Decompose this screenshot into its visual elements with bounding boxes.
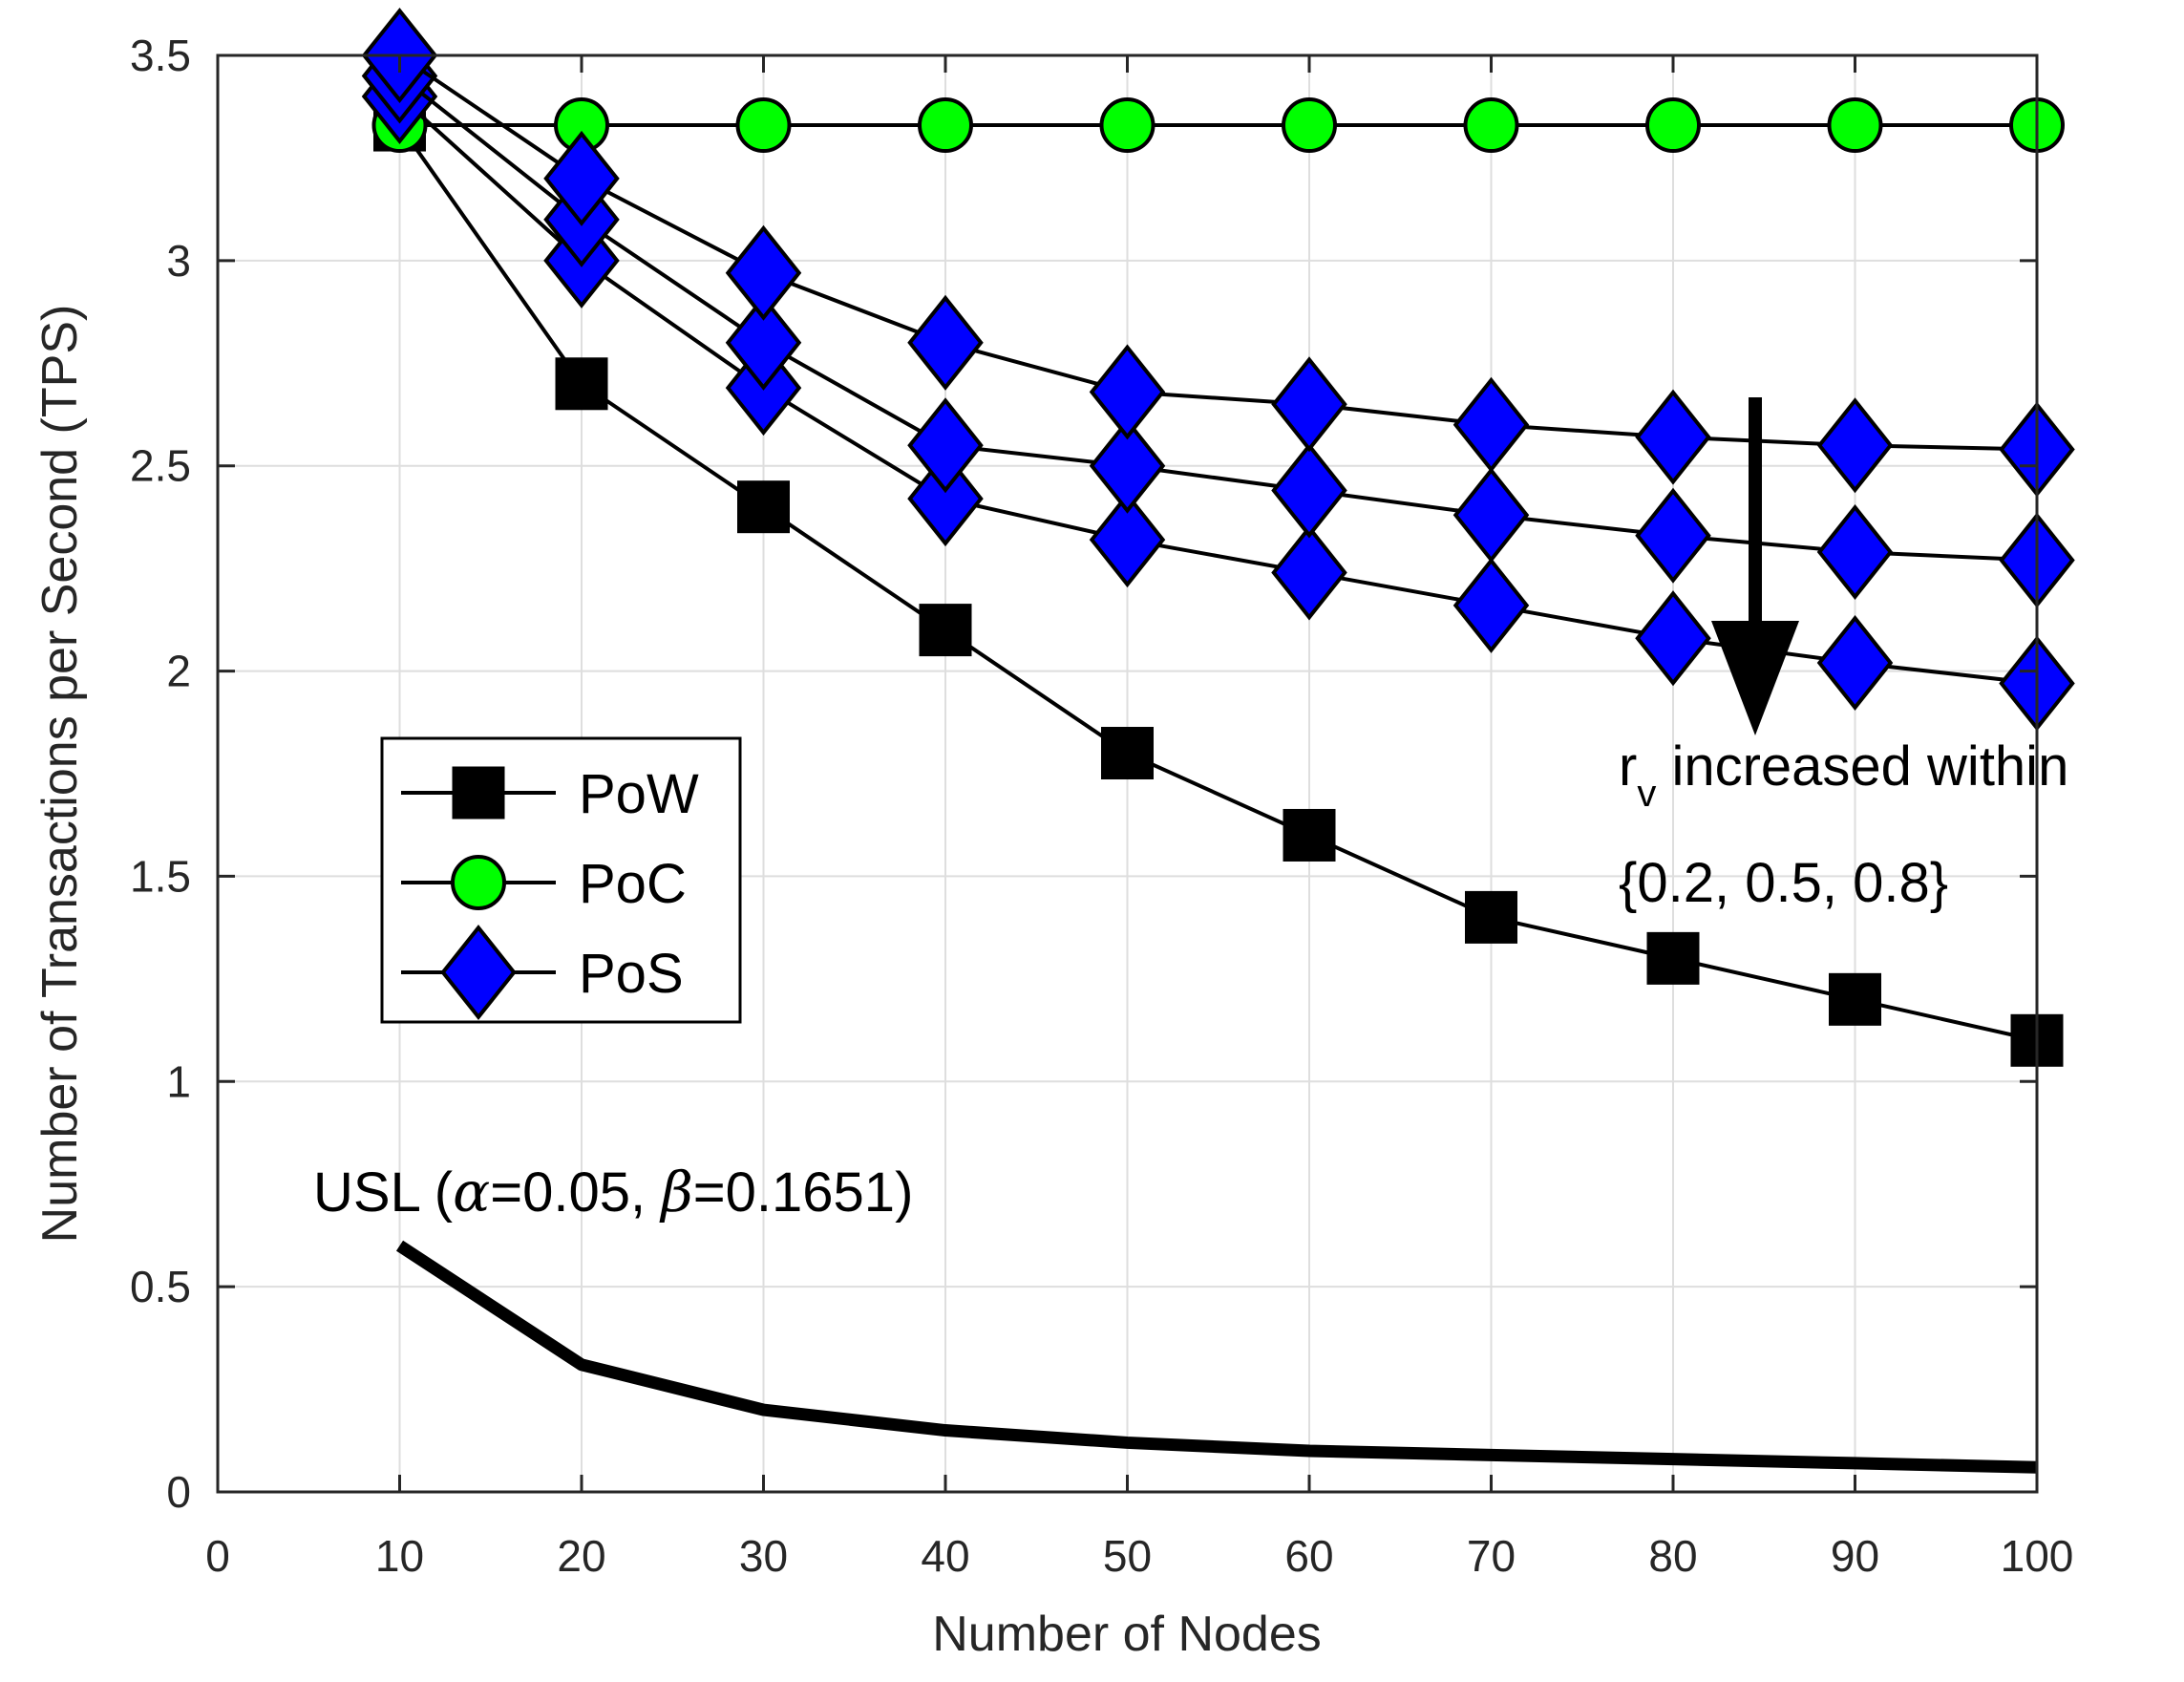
data-point (1635, 389, 1711, 485)
x-tick-label: 30 (739, 1531, 788, 1581)
rv-label-line2: {0.2, 0.5, 0.8} (1619, 852, 1948, 914)
legend-item-pow: PoW (401, 763, 699, 825)
data-point (1271, 442, 1347, 539)
usl-beta-symbol: β (659, 1160, 693, 1224)
y-axis-title: Number of Transactions per Second (TPS) (32, 305, 88, 1244)
data-point (1463, 97, 1519, 154)
data-point (1101, 727, 1154, 780)
usl-alpha-symbol: α (453, 1160, 490, 1224)
usl-beta-value: =0.1651) (693, 1161, 914, 1224)
x-tick-label: 20 (557, 1531, 605, 1581)
ticks: 0 10 20 30 40 50 60 70 80 90 100 0 0.5 1 1.5 2 2.5 3 3.5 (130, 31, 2073, 1581)
y-tick-label: 2.5 (130, 441, 191, 491)
data-point (1452, 557, 1530, 653)
data-point (907, 294, 984, 391)
data-point (1089, 417, 1166, 514)
data-point (918, 97, 973, 154)
y-tick-label: 0.5 (130, 1262, 191, 1311)
usl-label: USL (α=0.05, β=0.1651) (313, 1160, 913, 1224)
series-line (398, 74, 2038, 563)
data-point (1271, 524, 1347, 621)
usl-label-prefix: USL ( (313, 1161, 453, 1224)
usl-alpha-value: =0.05, (490, 1161, 661, 1224)
y-tick-label: 1.5 (130, 851, 191, 901)
rv-label-line1: rv increased within (1619, 735, 2068, 815)
legend-label: PoW (579, 763, 699, 825)
data-point (1827, 97, 1883, 154)
x-tick-label: 70 (1467, 1531, 1516, 1581)
data-point (1635, 487, 1711, 584)
data-point (1452, 467, 1530, 564)
data-point (1282, 97, 1337, 154)
x-tick-label: 10 (375, 1531, 424, 1581)
data-point (1452, 376, 1530, 473)
legend-box (380, 736, 742, 1024)
data-point (1099, 97, 1156, 154)
series-usl (395, 1240, 2038, 1474)
legend-marker (440, 924, 517, 1021)
data-point (919, 604, 972, 657)
series-pos-r-v-0-2 (361, 7, 2075, 498)
data-point (1816, 397, 1894, 494)
data-point (1646, 931, 1700, 985)
y-tick-label: 2 (166, 647, 191, 696)
data-point (1816, 614, 1894, 711)
usl-annotation: USL (α=0.05, β=0.1651) (313, 1160, 913, 1224)
legend: PoW PoC PoS (380, 736, 742, 1024)
data-point (1271, 356, 1347, 453)
y-tick-label: 3 (166, 236, 191, 286)
series-line (397, 123, 2038, 1043)
series-line (395, 1240, 2038, 1474)
legend-marker (451, 855, 506, 910)
grid (218, 55, 2037, 1492)
rv-label-r: r (1619, 735, 1637, 798)
data-point (1635, 590, 1711, 687)
x-tick-label: 0 (205, 1531, 230, 1581)
data-point (543, 130, 620, 226)
series-line (398, 53, 2038, 452)
data-point (1645, 97, 1701, 154)
series-layer (361, 7, 2075, 1474)
legend-label: PoC (579, 853, 687, 915)
x-axis-title: Number of Nodes (932, 1607, 1322, 1662)
data-point (737, 480, 790, 534)
data-point (907, 451, 984, 547)
x-tick-label: 100 (2001, 1531, 2074, 1581)
data-point (1465, 890, 1517, 944)
x-tick-label: 90 (1831, 1531, 1879, 1581)
rv-label-rest: increased within (1656, 735, 2068, 798)
y-tick-label: 1 (166, 1056, 191, 1106)
data-point (735, 97, 792, 154)
legend-item-pos: PoS (401, 924, 684, 1021)
data-point (555, 357, 608, 411)
data-point (725, 224, 802, 321)
x-tick-label: 80 (1648, 1531, 1697, 1581)
data-point (725, 294, 802, 391)
data-point (1829, 972, 1881, 1026)
legend-marker (452, 766, 505, 820)
x-tick-label: 50 (1103, 1531, 1152, 1581)
rv-arrow-head (1711, 621, 1799, 735)
rv-label-subscript: v (1637, 773, 1656, 815)
data-point (1816, 503, 1894, 600)
y-tick-label: 0 (166, 1467, 191, 1517)
data-point (1089, 344, 1166, 440)
data-point (1283, 808, 1336, 862)
x-tick-label: 60 (1284, 1531, 1333, 1581)
rv-annotation: rv increased within {0.2, 0.5, 0.8} (1619, 397, 2068, 914)
y-tick-label: 3.5 (130, 31, 191, 80)
data-point (907, 397, 984, 494)
legend-item-poc: PoC (401, 853, 687, 915)
x-tick-label: 40 (921, 1531, 969, 1581)
legend-label: PoS (579, 943, 684, 1005)
data-point (1089, 492, 1166, 588)
